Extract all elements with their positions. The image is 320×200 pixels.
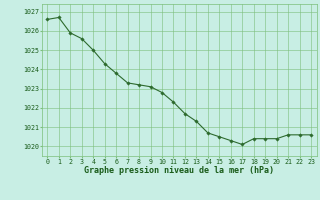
X-axis label: Graphe pression niveau de la mer (hPa): Graphe pression niveau de la mer (hPa) — [84, 166, 274, 175]
